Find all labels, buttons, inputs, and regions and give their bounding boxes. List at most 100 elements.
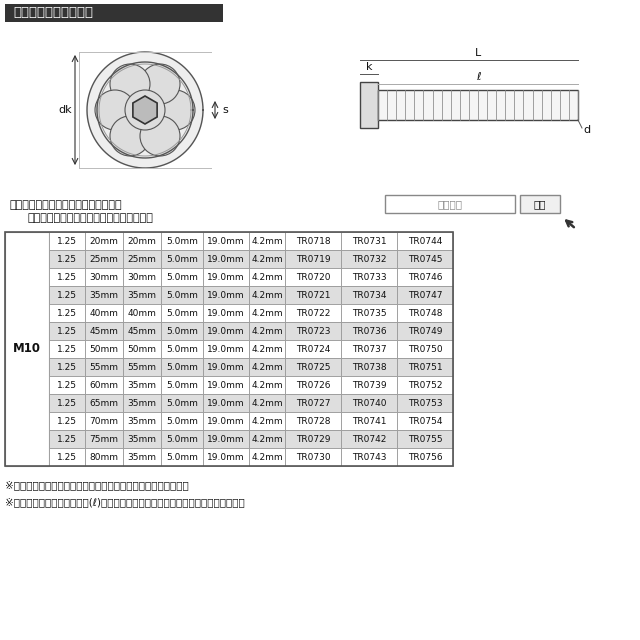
- Bar: [397, 394, 453, 412]
- Text: TR0731: TR0731: [352, 237, 387, 246]
- Circle shape: [87, 52, 203, 168]
- Text: 5.0mm: 5.0mm: [166, 452, 198, 461]
- Bar: [203, 448, 249, 466]
- Bar: [123, 394, 161, 412]
- Text: 20mm: 20mm: [90, 237, 118, 246]
- Bar: [378, 90, 578, 120]
- Text: 19.0mm: 19.0mm: [207, 452, 245, 461]
- Text: 4.2mm: 4.2mm: [251, 435, 283, 444]
- Bar: [161, 268, 203, 286]
- Bar: [5, 232, 453, 466]
- Bar: [397, 250, 453, 268]
- Text: TR0730: TR0730: [296, 452, 330, 461]
- Text: TR0744: TR0744: [408, 237, 442, 246]
- Text: 35mm: 35mm: [127, 399, 157, 408]
- Text: 商品番号: 商品番号: [438, 199, 463, 209]
- Text: TR0740: TR0740: [352, 399, 387, 408]
- Bar: [341, 430, 397, 448]
- Text: d: d: [583, 125, 590, 135]
- Text: TR0742: TR0742: [352, 435, 386, 444]
- Bar: [85, 412, 123, 430]
- Bar: [249, 304, 285, 322]
- Bar: [397, 358, 453, 376]
- Bar: [123, 430, 161, 448]
- Bar: [285, 232, 341, 250]
- Bar: [397, 430, 453, 448]
- Bar: [341, 286, 397, 304]
- Text: TR0732: TR0732: [352, 255, 387, 264]
- Bar: [85, 286, 123, 304]
- Bar: [49, 232, 85, 250]
- Text: TR0726: TR0726: [296, 381, 330, 390]
- Bar: [385, 195, 515, 213]
- Text: TR0735: TR0735: [352, 308, 387, 317]
- Polygon shape: [133, 96, 157, 124]
- Text: 45mm: 45mm: [127, 326, 156, 335]
- Circle shape: [125, 90, 165, 130]
- Bar: [161, 448, 203, 466]
- Text: TR0747: TR0747: [408, 291, 442, 300]
- Text: ラインアップ＆サイズ: ラインアップ＆サイズ: [13, 6, 93, 19]
- Bar: [85, 340, 123, 358]
- Text: 65mm: 65mm: [90, 399, 118, 408]
- Bar: [397, 322, 453, 340]
- Bar: [249, 394, 285, 412]
- Text: 4.2mm: 4.2mm: [251, 273, 283, 282]
- Text: TR0750: TR0750: [408, 344, 442, 353]
- Text: L: L: [475, 48, 481, 58]
- Text: 50mm: 50mm: [90, 344, 118, 353]
- Text: 30mm: 30mm: [90, 273, 118, 282]
- Bar: [249, 286, 285, 304]
- Text: 55mm: 55mm: [127, 362, 157, 371]
- Bar: [203, 340, 249, 358]
- Bar: [285, 322, 341, 340]
- Bar: [161, 322, 203, 340]
- Text: 5.0mm: 5.0mm: [166, 344, 198, 353]
- Text: TR0736: TR0736: [352, 326, 387, 335]
- Bar: [161, 376, 203, 394]
- Text: 35mm: 35mm: [127, 435, 157, 444]
- Bar: [285, 394, 341, 412]
- Bar: [249, 322, 285, 340]
- Bar: [341, 250, 397, 268]
- Bar: [123, 268, 161, 286]
- Bar: [123, 448, 161, 466]
- Text: 60mm: 60mm: [90, 381, 118, 390]
- Bar: [85, 250, 123, 268]
- Bar: [123, 340, 161, 358]
- Bar: [5, 4, 223, 22]
- Bar: [161, 394, 203, 412]
- Text: 検索: 検索: [534, 199, 547, 209]
- Text: 19.0mm: 19.0mm: [207, 326, 245, 335]
- Bar: [203, 358, 249, 376]
- Bar: [341, 268, 397, 286]
- Text: 4.2mm: 4.2mm: [251, 291, 283, 300]
- Text: 19.0mm: 19.0mm: [207, 417, 245, 426]
- Text: k: k: [365, 62, 372, 72]
- Bar: [285, 340, 341, 358]
- Bar: [285, 304, 341, 322]
- Bar: [203, 376, 249, 394]
- Text: 19.0mm: 19.0mm: [207, 362, 245, 371]
- Text: 4.2mm: 4.2mm: [251, 452, 283, 461]
- Circle shape: [140, 116, 180, 156]
- Bar: [49, 358, 85, 376]
- Text: 5.0mm: 5.0mm: [166, 326, 198, 335]
- Bar: [123, 376, 161, 394]
- Text: 19.0mm: 19.0mm: [207, 237, 245, 246]
- Text: 70mm: 70mm: [90, 417, 118, 426]
- Text: 35mm: 35mm: [127, 291, 157, 300]
- Circle shape: [95, 90, 135, 130]
- Bar: [285, 250, 341, 268]
- Text: 35mm: 35mm: [127, 417, 157, 426]
- Text: 1.25: 1.25: [57, 417, 77, 426]
- Text: 20mm: 20mm: [127, 237, 156, 246]
- Bar: [341, 376, 397, 394]
- Bar: [341, 232, 397, 250]
- Text: 5.0mm: 5.0mm: [166, 237, 198, 246]
- Text: 30mm: 30mm: [127, 273, 157, 282]
- Bar: [203, 286, 249, 304]
- Bar: [161, 250, 203, 268]
- Bar: [85, 322, 123, 340]
- Text: 4.2mm: 4.2mm: [251, 237, 283, 246]
